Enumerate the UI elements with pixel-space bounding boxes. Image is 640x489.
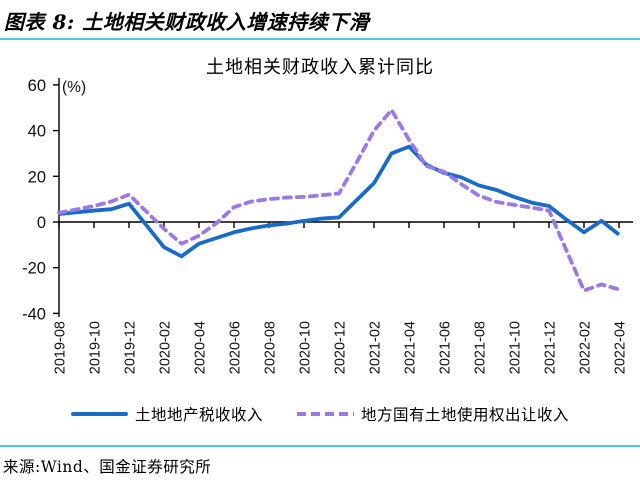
x-tick-label: 2019-08 <box>53 321 69 374</box>
y-tick-label: -20 <box>22 260 46 278</box>
series-line-1 <box>57 108 621 293</box>
x-tick-label: 2020-06 <box>228 321 244 374</box>
legend-label: 土地地产税收收入 <box>134 406 263 424</box>
solid-line-swatch <box>70 412 128 416</box>
x-tick-label: 2020-08 <box>263 321 279 374</box>
x-tick-label: 2019-10 <box>88 321 104 374</box>
x-tick-label: 2020-12 <box>333 321 349 374</box>
x-tick-label: 2020-10 <box>298 321 314 374</box>
x-tick-label: 2021-06 <box>438 321 454 374</box>
source-text: 来源:Wind、国金证券研究所 <box>3 458 212 476</box>
x-tick-label: 2022-02 <box>578 321 594 374</box>
x-tick-label: 2019-12 <box>123 321 139 374</box>
footer: 来源:Wind、国金证券研究所 <box>0 445 640 477</box>
x-tick-label: 2021-10 <box>508 321 524 374</box>
chart-title: 土地相关财政收入累计同比 <box>206 57 434 78</box>
x-tick-label: 2021-12 <box>543 321 559 374</box>
x-tick-label: 2020-04 <box>193 321 209 374</box>
y-tick-label: 40 <box>28 123 46 141</box>
x-tick-label: 2021-04 <box>403 321 419 374</box>
figure-title: 图表 8: 土地相关财政收入增速持续下滑 <box>4 10 370 34</box>
y-tick-label: 20 <box>28 168 46 186</box>
y-axis-unit-label: (%) <box>62 79 86 96</box>
y-tick-label: 60 <box>28 77 46 95</box>
y-tick-label: -40 <box>22 305 46 323</box>
x-tick-label: 2021-08 <box>473 321 489 374</box>
series-line-0 <box>58 144 621 259</box>
legend-item-land-transfer: 地方国有土地使用权出让收入 <box>297 403 569 425</box>
legend-item-tax-revenue: 土地地产税收收入 <box>70 403 263 425</box>
legend: 土地地产税收收入 地方国有土地使用权出让收入 <box>0 403 640 425</box>
top-divider-line <box>0 38 640 40</box>
legend-label: 地方国有土地使用权出让收入 <box>361 406 570 424</box>
x-tick-label: 2022-04 <box>613 321 629 374</box>
x-tick-label: 2021-02 <box>368 321 384 374</box>
dashed-line-swatch <box>297 412 354 416</box>
x-tick-label: 2020-02 <box>158 321 174 374</box>
y-tick-label: 0 <box>37 214 46 232</box>
